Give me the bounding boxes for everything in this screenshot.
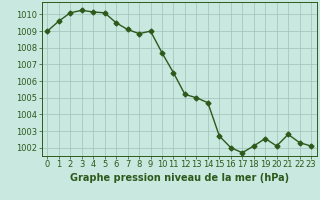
- X-axis label: Graphe pression niveau de la mer (hPa): Graphe pression niveau de la mer (hPa): [70, 173, 289, 183]
